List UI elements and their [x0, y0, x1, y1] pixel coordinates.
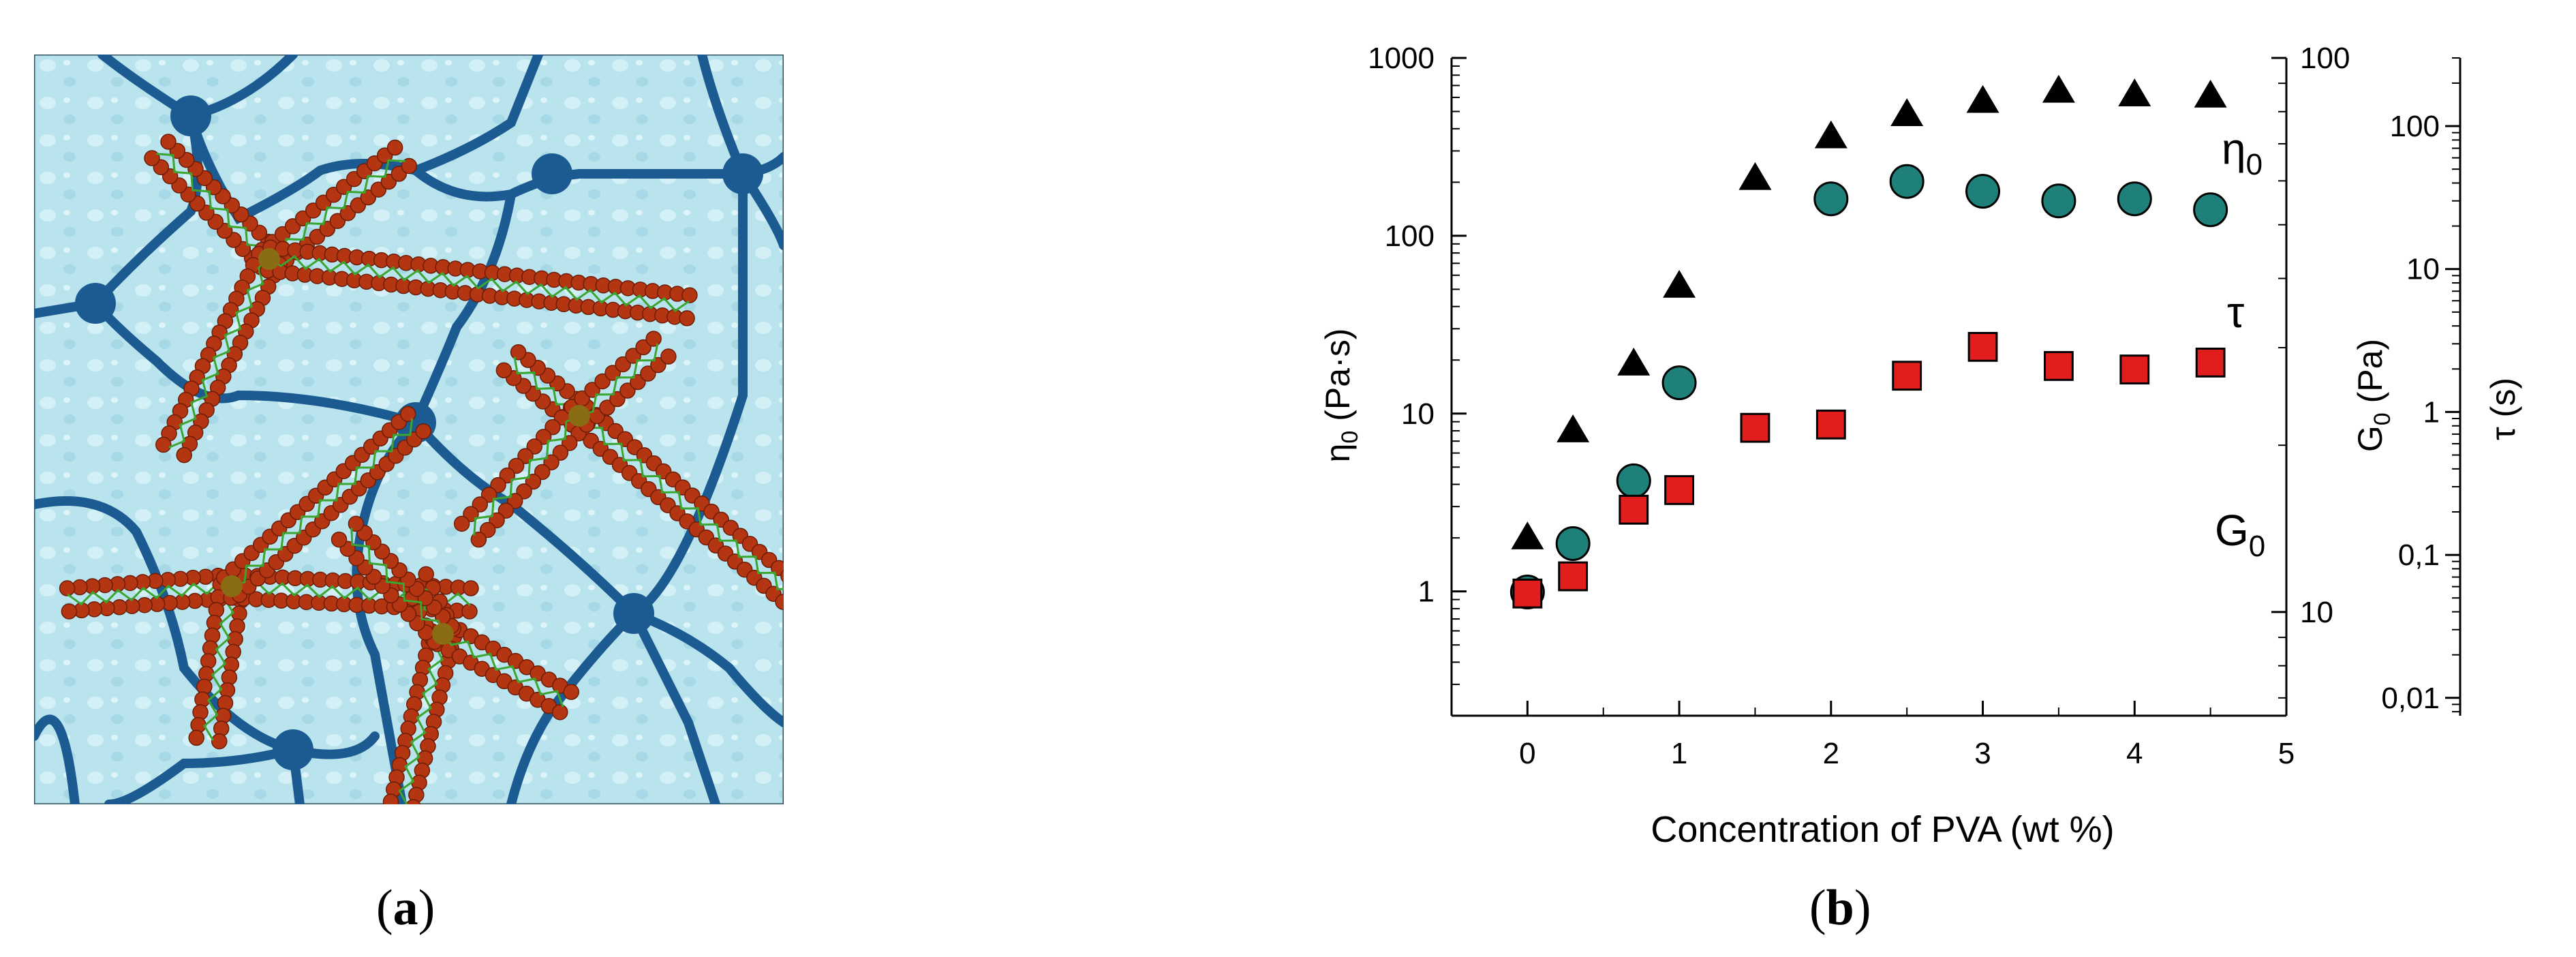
eta-tick-label: 1 — [1418, 575, 1435, 609]
crosslink-node — [273, 729, 313, 770]
micelle — [453, 331, 784, 610]
caption-b: (b) — [1809, 880, 1871, 936]
tau-data-point — [1965, 174, 2001, 209]
eta-data-point — [1511, 521, 1544, 549]
g0-data-point — [1512, 578, 1543, 609]
crosslink-node — [722, 153, 763, 194]
tau-data-point — [2041, 183, 2076, 219]
tau-axis-label: τ (s) — [2484, 378, 2522, 440]
network-strand — [629, 609, 784, 727]
tau-data-point — [1555, 526, 1591, 562]
eta-data-point — [2118, 78, 2151, 106]
eta-data-point — [1890, 98, 1924, 126]
x-tick-label: 4 — [2126, 737, 2143, 770]
crosslink-node — [170, 95, 211, 136]
eta-data-point — [1557, 414, 1590, 442]
eta-data-point — [1814, 120, 1847, 149]
crosslink-node — [532, 153, 572, 194]
network-schematic — [34, 55, 784, 804]
g0-series-label: G0 — [2215, 506, 2265, 563]
network-strand — [34, 714, 80, 804]
micelle — [144, 134, 698, 464]
eta-data-point — [1966, 85, 1999, 113]
eta-series-label: η0 — [2222, 124, 2263, 181]
eta-tick-label: 100 — [1385, 219, 1435, 253]
eta-data-point — [1663, 269, 1696, 298]
micelle — [331, 515, 580, 804]
g0-data-point — [1740, 412, 1770, 443]
tau-series-label: τ — [2227, 288, 2244, 337]
eta-tick-label: 10 — [1401, 397, 1435, 431]
g0-data-point — [1815, 409, 1846, 440]
eta-axis-label: η0 (Pa·s) — [1319, 329, 1363, 463]
eta-data-point — [1617, 348, 1651, 376]
g0-data-point — [2195, 348, 2226, 378]
eta-data-point — [1738, 162, 1772, 190]
tau-data-point — [2117, 181, 2152, 217]
tau-data-point — [1813, 181, 1849, 217]
g0-data-point — [1558, 561, 1589, 592]
crosslink-node — [613, 593, 654, 634]
x-tick-label: 3 — [1974, 737, 1991, 770]
tau-tick-label: 1 — [2423, 395, 2440, 429]
caption-a: (a) — [376, 880, 435, 936]
tau-data-point — [1889, 164, 1925, 199]
network-strand — [34, 111, 202, 318]
network-strand — [411, 189, 516, 427]
eta-data-point — [2042, 74, 2075, 103]
crosslink-node — [75, 283, 116, 324]
g0-data-point — [1664, 475, 1694, 505]
rheology-chart: 0 1 2 3 4 5 Concentration of PVA (wt %) 1 10 100 1… — [1319, 42, 2522, 850]
x-tick-label: 1 — [1671, 737, 1687, 770]
g0-data-point — [2044, 351, 2074, 381]
g0-data-point — [2119, 354, 2150, 384]
g0-axis-label: G0 (Pa) — [2351, 339, 2395, 452]
x-tick-label: 0 — [1519, 737, 1535, 770]
g0-data-point — [1619, 494, 1649, 525]
tau-data-point — [1661, 365, 1697, 401]
tau-tick-label: 0,1 — [2398, 538, 2440, 572]
eta-tick-label: 1000 — [1368, 42, 1435, 75]
g0-data-point — [1967, 331, 1998, 362]
tau-tick-label: 0,01 — [2381, 682, 2440, 715]
eta-data-point — [2194, 80, 2227, 108]
x-axis-label: Concentration of PVA (wt %) — [1651, 809, 2114, 850]
network-strand — [411, 55, 543, 175]
network-strand — [104, 745, 298, 804]
g0-tick-label: 100 — [2300, 42, 2350, 75]
tau-tick-label: 10 — [2406, 253, 2440, 286]
g0-data-point — [1892, 361, 1922, 391]
micelles — [59, 134, 784, 804]
tau-tick-label: 100 — [2390, 110, 2440, 143]
x-tick-label: 5 — [2278, 737, 2295, 770]
tau-data-point — [1616, 463, 1651, 498]
g0-tick-label: 10 — [2300, 596, 2333, 629]
x-tick-label: 2 — [1823, 737, 1839, 770]
tau-data-point — [2193, 192, 2228, 228]
